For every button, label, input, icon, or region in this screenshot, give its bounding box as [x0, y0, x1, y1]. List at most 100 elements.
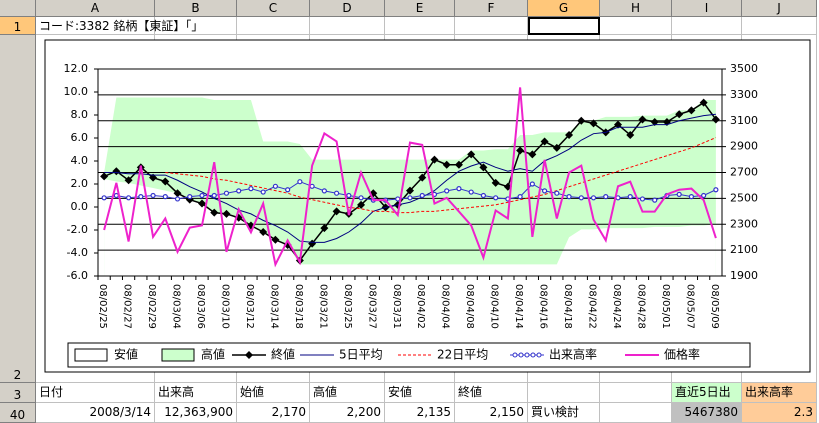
cell[interactable]	[742, 17, 817, 35]
x-tick-label: 08/04/04	[440, 284, 451, 329]
x-tick-label: 08/05/09	[709, 284, 720, 329]
marker	[210, 208, 219, 217]
legend-marker	[524, 352, 530, 358]
marker	[357, 200, 366, 209]
legend-label: 高値	[201, 347, 225, 362]
cell[interactable]	[600, 383, 672, 403]
column-header[interactable]: F	[455, 0, 528, 17]
marker	[639, 196, 646, 202]
marker	[419, 192, 425, 199]
cell[interactable]	[528, 17, 600, 35]
x-tick-label: 08/04/18	[562, 284, 573, 329]
marker	[248, 186, 254, 192]
marker	[638, 115, 647, 124]
marker	[517, 194, 523, 200]
marker	[699, 98, 708, 107]
legend-swatch	[161, 348, 195, 362]
marker	[626, 130, 635, 139]
cell[interactable]	[237, 17, 310, 35]
cell[interactable]	[528, 383, 600, 403]
column-header[interactable]: E	[385, 0, 455, 17]
x-tick-label: 08/04/14	[513, 284, 524, 329]
marker	[174, 196, 181, 202]
column-header[interactable]: I	[672, 0, 742, 17]
cell-text[interactable]: 直近5日出	[672, 383, 742, 403]
cell-text[interactable]: 終値	[455, 383, 528, 403]
column-header[interactable]: B	[155, 0, 237, 17]
y-tick-label: -4.0	[67, 246, 88, 259]
marker	[652, 197, 658, 203]
column-header[interactable]: C	[237, 0, 310, 17]
marker	[711, 115, 720, 124]
cell[interactable]	[672, 17, 742, 35]
cell[interactable]	[385, 17, 455, 35]
cell-text[interactable]: 出来高	[155, 383, 237, 403]
legend-label: 出来高率	[549, 347, 597, 362]
column-header[interactable]: J	[742, 0, 817, 17]
marker	[442, 160, 451, 169]
marker	[590, 195, 597, 201]
area	[104, 178, 716, 276]
x-tick-label: 08/03/27	[366, 284, 377, 329]
cell-text[interactable]: 安値	[385, 383, 455, 403]
y2-tick-label: 2500	[730, 191, 758, 204]
marker	[529, 181, 535, 187]
column-header[interactable]: G	[528, 0, 600, 17]
legend-marker	[530, 352, 536, 358]
marker	[198, 199, 206, 208]
x-tick-label: 08/02/29	[146, 284, 157, 329]
y-tick-label: 2.0	[71, 177, 89, 190]
marker	[162, 194, 168, 200]
column-header[interactable]: A	[36, 0, 155, 17]
marker	[320, 224, 329, 233]
marker	[100, 172, 109, 181]
cell[interactable]	[742, 35, 817, 383]
cell-text[interactable]: 始値	[237, 383, 310, 403]
marker	[271, 235, 280, 244]
marker	[260, 189, 266, 195]
y2-tick-label: 3100	[730, 114, 758, 127]
legend-marker	[536, 352, 542, 358]
marker	[468, 189, 474, 195]
y-tick-label: 12.0	[64, 62, 89, 75]
marker	[173, 189, 182, 198]
marker	[627, 194, 633, 200]
y-tick-label: 10.0	[64, 85, 89, 98]
cell[interactable]	[155, 17, 237, 35]
cell-text[interactable]: 日付	[36, 383, 155, 403]
legend-marker	[512, 352, 518, 358]
line	[104, 113, 716, 243]
row-header[interactable]: 2	[0, 35, 36, 383]
marker	[454, 160, 463, 169]
cell-text[interactable]: 出来高率	[742, 383, 817, 403]
corner-header[interactable]	[0, 0, 36, 17]
cell-text[interactable]: 高値	[310, 383, 385, 403]
row-header[interactable]: 40	[0, 403, 36, 423]
column-header[interactable]: D	[310, 0, 385, 17]
cell[interactable]	[310, 17, 385, 35]
legend-label: 終値	[271, 347, 295, 362]
cell[interactable]	[455, 17, 528, 35]
marker	[358, 195, 364, 201]
marker	[687, 106, 696, 115]
marker	[285, 187, 291, 193]
cell[interactable]	[600, 17, 672, 35]
y-tick-label: -2.0	[67, 223, 88, 236]
marker	[565, 130, 574, 139]
marker	[650, 118, 659, 127]
x-tick-label: 08/03/10	[219, 284, 230, 329]
marker	[297, 179, 303, 185]
x-tick-label: 08/04/10	[489, 284, 500, 329]
line	[103, 87, 717, 268]
column-header[interactable]: H	[600, 0, 672, 17]
row-header[interactable]: 1	[0, 17, 36, 35]
legend-marker	[518, 352, 524, 358]
marker	[346, 192, 352, 199]
marker	[124, 176, 133, 185]
x-tick-label: 08/04/24	[611, 284, 622, 329]
x-tick-label: 08/03/14	[268, 284, 279, 329]
legend-marker	[245, 351, 253, 359]
marker	[259, 228, 268, 237]
marker	[456, 186, 462, 192]
row-header[interactable]: 3	[0, 383, 36, 403]
